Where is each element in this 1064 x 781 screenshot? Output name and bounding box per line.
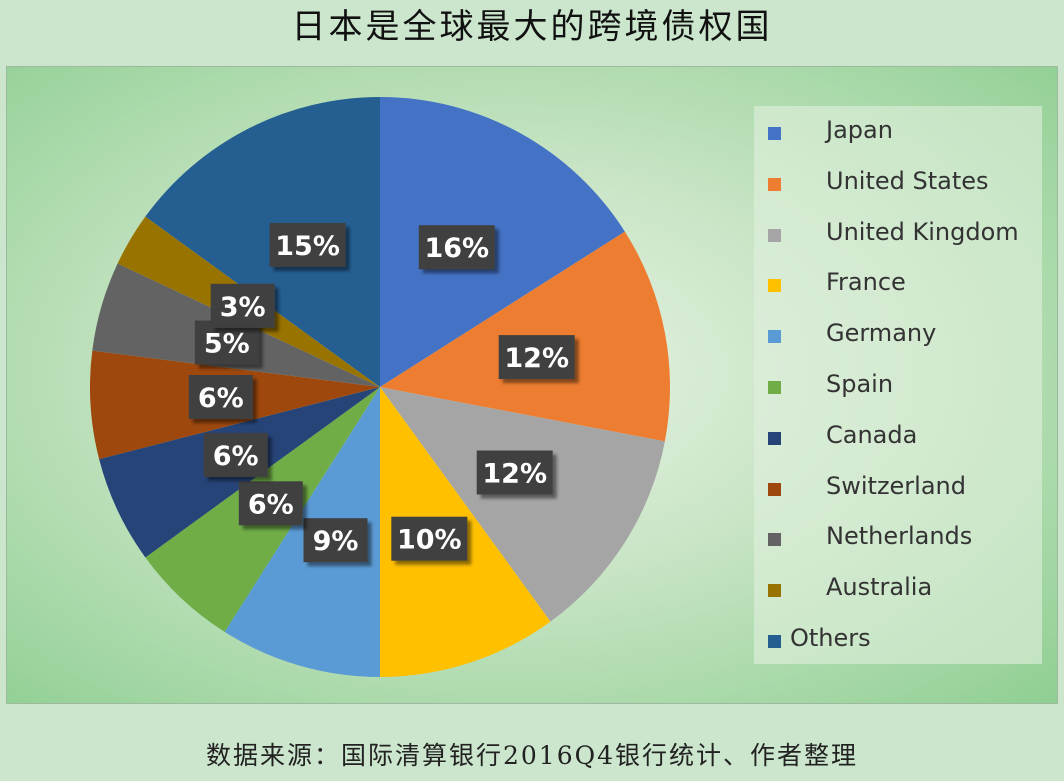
data-label-text: 16% — [424, 233, 489, 264]
data-label-united-states: 12% — [498, 335, 575, 380]
data-label-japan: 16% — [418, 225, 495, 270]
legend-label: Others — [790, 624, 871, 652]
data-label-spain: 6% — [238, 481, 303, 526]
legend-swatch — [768, 381, 781, 394]
legend-swatch — [768, 127, 781, 140]
data-label-switzerland: 6% — [188, 375, 253, 419]
data-label-text: 6% — [198, 383, 244, 414]
legend-swatch — [768, 228, 781, 242]
legend-swatch — [768, 330, 781, 344]
pie-data-labels: 16% 12% 12% 10% 9% 6% 6% 6% 5% 3% 15% — [188, 222, 575, 563]
legend-swatch — [768, 533, 781, 547]
source-note: 数据来源：国际清算银行2016Q4银行统计、作者整理 — [205, 741, 859, 770]
data-label-text: 6% — [213, 441, 259, 472]
pie-slice-japan — [380, 97, 625, 387]
data-label-text: 12% — [504, 343, 569, 374]
legend-swatch — [768, 584, 781, 598]
legend-label: Spain — [826, 370, 894, 398]
legend-swatch — [768, 635, 781, 648]
legend-item-germany: Germany — [754, 315, 1042, 355]
pie-slices — [90, 97, 670, 677]
data-label-canada: 6% — [203, 432, 268, 477]
legend-item-japan: Japan — [754, 112, 1042, 152]
data-label-germany: 9% — [303, 518, 368, 563]
legend-item-france: France — [754, 264, 1042, 304]
legend-item-united-states: United States — [754, 163, 1042, 203]
data-label-text: 9% — [313, 526, 359, 557]
pie-slice-united-kingdom — [380, 387, 665, 622]
legend-label: United States — [826, 166, 989, 195]
legend-item-canada: Canada — [754, 417, 1042, 457]
legend-item-australia: Australia — [754, 569, 1042, 609]
pie-chart: 16% 12% 12% 10% 9% 6% 6% 6% 5% 3% 15% — [90, 97, 670, 677]
pie-slice-germany — [224, 387, 380, 677]
legend-swatch — [768, 177, 781, 191]
legend-label: Japan — [826, 116, 893, 144]
legend-item-netherlands: Netherlands — [754, 518, 1042, 558]
legend-swatch — [768, 279, 781, 293]
data-label-australia: 3% — [210, 283, 275, 328]
legend: Japan United States United Kingdom France Ge… — [754, 106, 1042, 664]
legend-item-united-kingdom: United Kingdom — [754, 214, 1042, 254]
data-label-text: 15% — [275, 231, 340, 262]
data-label-france: 10% — [391, 516, 468, 561]
data-label-text: 12% — [482, 459, 547, 490]
legend-label: Canada — [826, 420, 918, 449]
legend-swatch — [768, 482, 781, 496]
legend-label: Switzerland — [826, 471, 966, 500]
legend-label: Germany — [826, 319, 937, 348]
legend-label: United Kingdom — [826, 217, 1019, 246]
data-label-others: 15% — [269, 222, 346, 267]
legend-label: Australia — [826, 573, 933, 602]
data-label-text: 5% — [204, 329, 250, 360]
data-label-netherlands: 5% — [194, 320, 259, 365]
pie-slice-others — [145, 97, 380, 387]
legend-swatch — [768, 431, 781, 445]
legend-label: France — [826, 268, 906, 297]
legend-item-switzerland: Switzerland — [754, 468, 1042, 508]
data-label-text: 6% — [248, 489, 294, 520]
chart-title: 日本是全球最大的跨境债权国 — [291, 7, 773, 47]
legend-label: Netherlands — [826, 522, 973, 551]
data-label-united-kingdom: 12% — [476, 450, 553, 495]
data-label-text: 10% — [397, 525, 462, 556]
legend-item-others: Others — [754, 620, 1042, 660]
legend-item-spain: Spain — [754, 366, 1042, 406]
data-label-text: 3% — [220, 292, 266, 323]
